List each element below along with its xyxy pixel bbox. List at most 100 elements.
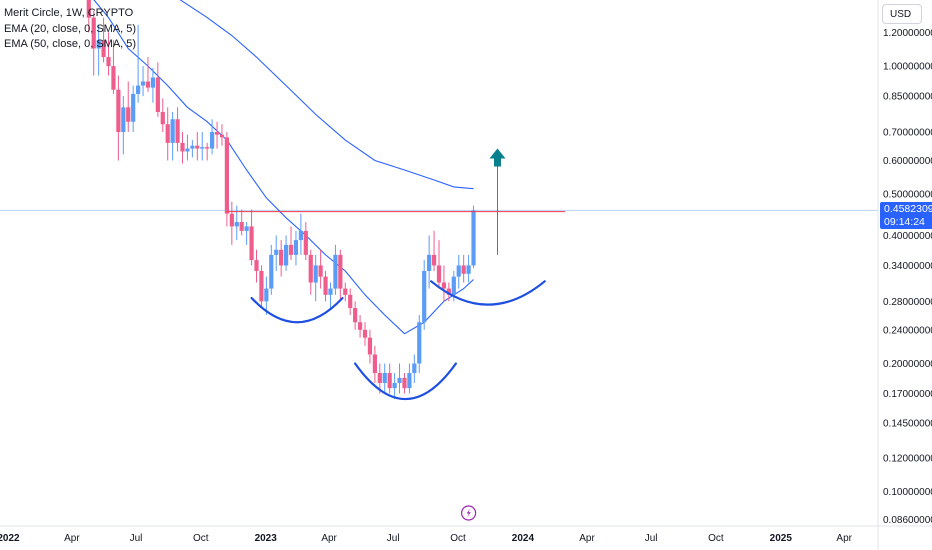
candle[interactable] (328, 282, 333, 309)
price-axis[interactable]: 1.20000000 1.00000000 0.85000000 0.70000000… (883, 28, 932, 526)
candle[interactable] (461, 254, 466, 283)
candle-body (244, 226, 249, 231)
candle[interactable] (367, 329, 373, 364)
candle[interactable] (180, 131, 185, 164)
candle[interactable] (150, 67, 156, 103)
candle[interactable] (244, 222, 249, 245)
candle[interactable] (190, 140, 195, 158)
candle[interactable] (239, 209, 244, 236)
candle[interactable] (422, 260, 427, 330)
candle[interactable] (200, 131, 205, 161)
candle[interactable] (155, 62, 160, 117)
candle[interactable] (145, 57, 151, 92)
candle[interactable] (427, 235, 432, 289)
candle[interactable] (106, 32, 111, 76)
candle[interactable] (116, 75, 121, 161)
candle[interactable] (338, 249, 343, 302)
candle[interactable] (407, 363, 412, 394)
candles-layer[interactable] (86, 0, 476, 400)
candle[interactable] (402, 372, 407, 394)
up-arrow-icon[interactable] (489, 148, 506, 167)
candle[interactable] (357, 315, 363, 338)
candle[interactable] (254, 249, 259, 283)
candle[interactable] (126, 81, 131, 132)
candle[interactable] (175, 107, 180, 152)
candle-body (254, 260, 259, 271)
cup-curve-head[interactable] (354, 362, 457, 400)
cup-curve-right-shoulder[interactable] (430, 280, 546, 306)
candle[interactable] (313, 254, 318, 302)
candle[interactable] (96, 24, 101, 76)
symbol-title[interactable]: Merit Circle, 1W, CRYPTO (4, 7, 134, 19)
lightning-icon[interactable] (460, 505, 477, 521)
candle[interactable] (111, 40, 116, 94)
candle[interactable] (121, 96, 126, 155)
candle[interactable] (229, 201, 234, 245)
ema20-legend[interactable]: EMA (20, close, 0, SMA, 5) (4, 22, 137, 35)
candle[interactable] (417, 315, 422, 373)
candle[interactable] (279, 240, 284, 277)
candle[interactable] (91, 10, 96, 76)
candle[interactable] (412, 354, 417, 383)
candle[interactable] (333, 244, 338, 295)
candle[interactable] (318, 249, 323, 289)
candle[interactable] (348, 288, 353, 316)
candle[interactable] (456, 254, 461, 289)
price-tick-label: 0.70000000 (883, 128, 932, 139)
candle[interactable] (343, 282, 348, 302)
candle[interactable] (101, 17, 106, 63)
ema50-line[interactable] (158, 0, 474, 190)
candle[interactable] (140, 66, 146, 97)
candle[interactable] (323, 270, 328, 302)
ema20-line[interactable] (89, 0, 474, 335)
candle[interactable] (446, 282, 451, 302)
time-tick-label: 2022 (0, 533, 20, 544)
candle[interactable] (274, 235, 279, 271)
candle[interactable] (387, 363, 392, 394)
candle[interactable] (298, 213, 303, 255)
candle[interactable] (165, 107, 170, 161)
candle[interactable] (303, 222, 308, 261)
candle[interactable] (249, 209, 254, 266)
candle[interactable] (466, 254, 471, 283)
candle[interactable] (170, 112, 175, 161)
candle[interactable] (288, 226, 294, 261)
candle[interactable] (131, 85, 136, 132)
drawings-layer[interactable] (226, 148, 566, 400)
candle[interactable] (269, 244, 274, 295)
candle[interactable] (397, 363, 402, 394)
candle[interactable] (431, 230, 437, 271)
candle[interactable] (293, 230, 299, 266)
candle[interactable] (308, 249, 313, 295)
candle[interactable] (353, 301, 358, 330)
candle-body (269, 254, 274, 289)
event-marker-bolt (466, 508, 471, 518)
candle-body (239, 222, 244, 231)
currency-button[interactable]: USD (882, 4, 922, 24)
candle[interactable] (160, 98, 165, 132)
candle[interactable] (471, 205, 476, 269)
candle[interactable] (214, 121, 220, 149)
candle[interactable] (283, 235, 289, 271)
time-axis[interactable]: 2022 Apr Jul Oct 2023 Apr Jul Oct 2024 Apr Jul Oct 2… (0, 505, 853, 544)
candle[interactable] (382, 363, 387, 394)
candle[interactable] (136, 24, 141, 103)
cup-curve-left-shoulder[interactable] (250, 296, 344, 324)
candle[interactable] (205, 142, 210, 161)
candle[interactable] (441, 265, 447, 302)
candle[interactable] (219, 124, 225, 146)
ema50-legend[interactable]: EMA (50, close, 0, SMA, 5) (4, 38, 137, 50)
candle[interactable] (195, 131, 200, 161)
candle[interactable] (86, 0, 91, 33)
candle[interactable] (210, 119, 215, 155)
candle[interactable] (392, 372, 397, 400)
candle[interactable] (362, 322, 368, 346)
candle[interactable] (224, 131, 229, 227)
candle[interactable] (436, 240, 442, 289)
candle[interactable] (259, 265, 264, 309)
candle[interactable] (185, 134, 190, 161)
candle[interactable] (372, 345, 377, 383)
candle[interactable] (264, 276, 269, 316)
